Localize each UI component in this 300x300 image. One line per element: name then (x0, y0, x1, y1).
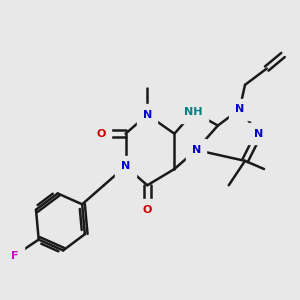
Text: N: N (143, 110, 152, 120)
Text: NH: NH (184, 107, 203, 117)
Text: N: N (191, 145, 201, 155)
Text: N: N (254, 129, 263, 139)
Text: O: O (96, 129, 106, 139)
Text: O: O (142, 205, 152, 215)
Text: F: F (11, 251, 18, 261)
Text: N: N (235, 104, 244, 114)
Text: N: N (121, 161, 130, 171)
